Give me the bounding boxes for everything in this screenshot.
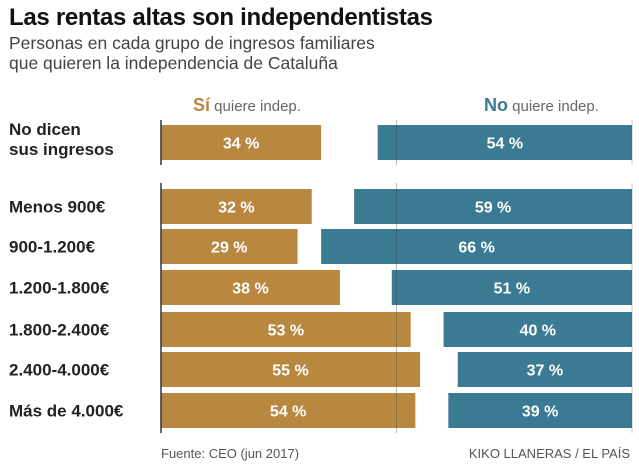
legend-si: Sí quiere indep. bbox=[193, 95, 301, 116]
category-label: 1.200-1.800€ bbox=[9, 279, 110, 298]
bar-si bbox=[161, 125, 322, 160]
bar-label-si: 34 % bbox=[223, 136, 259, 153]
category-label: 900-1.200€ bbox=[9, 238, 96, 257]
bar-label-si: 55 % bbox=[272, 363, 308, 380]
category-label: 1.800-2.400€ bbox=[9, 321, 110, 340]
bar-si bbox=[161, 352, 421, 387]
bar-si bbox=[161, 189, 312, 224]
bar-label-no: 54 % bbox=[487, 136, 523, 153]
bar-no bbox=[443, 312, 632, 347]
bar-label-no: 66 % bbox=[458, 240, 494, 257]
category-label: Menos 900€ bbox=[9, 198, 106, 217]
bar-label-si: 29 % bbox=[211, 240, 247, 257]
bar-no bbox=[448, 393, 632, 428]
legend-no: No quiere indep. bbox=[484, 95, 599, 116]
bar-label-si: 32 % bbox=[218, 200, 254, 217]
bar-si bbox=[161, 393, 416, 428]
legend-no-bold: No bbox=[484, 95, 508, 115]
bar-no bbox=[457, 352, 632, 387]
bar-si bbox=[161, 270, 340, 305]
bar-no bbox=[377, 125, 632, 160]
credit-note: KIKO LLANERAS / EL PAÍS bbox=[468, 446, 630, 461]
category-label: 2.400-4.000€ bbox=[9, 361, 110, 380]
bar-label-si: 54 % bbox=[270, 404, 306, 421]
bar-label-no: 59 % bbox=[475, 200, 511, 217]
bar-label-no: 51 % bbox=[494, 281, 530, 298]
category-label-line: No dicen bbox=[9, 120, 81, 139]
bar-no bbox=[354, 189, 632, 224]
bar-label-no: 39 % bbox=[522, 404, 558, 421]
subtitle-line-1: Personas en cada grupo de ingresos famil… bbox=[9, 33, 375, 53]
bar-label-si: 38 % bbox=[232, 281, 268, 298]
legend-no-text: quiere indep. bbox=[508, 98, 599, 115]
chart-subtitle: Personas en cada grupo de ingresos famil… bbox=[9, 33, 375, 73]
subtitle-line-2: que quieren la independencia de Cataluña bbox=[9, 53, 338, 73]
legend-si-bold: Sí bbox=[193, 95, 211, 115]
category-label: Más de 4.000€ bbox=[9, 402, 124, 421]
source-note: Fuente: CEO (jun 2017) bbox=[161, 446, 300, 461]
bar-no bbox=[321, 229, 632, 264]
bar-label-no: 40 % bbox=[520, 323, 556, 340]
category-label: No dicen sus ingresos bbox=[9, 120, 114, 159]
bar-label-no: 37 % bbox=[527, 363, 563, 380]
chart-title: Las rentas altas son independentistas bbox=[9, 4, 433, 31]
bar-no bbox=[391, 270, 632, 305]
bar-si bbox=[161, 312, 411, 347]
legend-si-text: quiere indep. bbox=[210, 98, 301, 115]
category-label-line: sus ingresos bbox=[9, 140, 114, 159]
bar-label-si: 53 % bbox=[268, 323, 304, 340]
bar-si bbox=[161, 229, 298, 264]
